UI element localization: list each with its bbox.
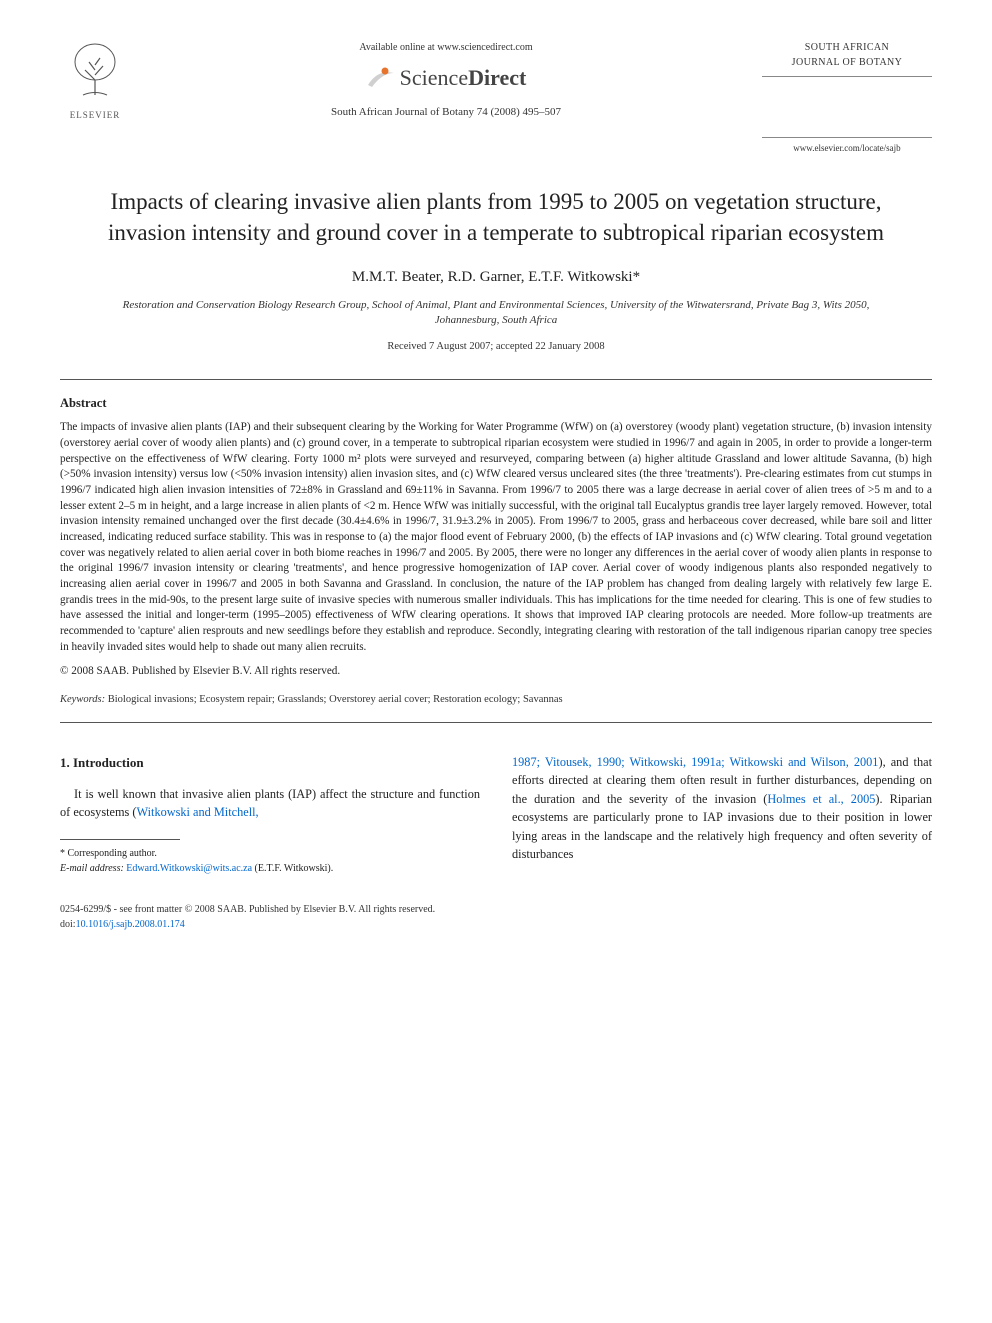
article-affiliation: Restoration and Conservation Biology Res…: [120, 298, 872, 329]
header-center: Available online at www.sciencedirect.co…: [130, 40, 762, 121]
body-columns: 1. Introduction It is well known that in…: [60, 753, 932, 876]
journal-url: www.elsevier.com/locate/sajb: [762, 137, 932, 156]
email-line: E-mail address: Edward.Witkowski@wits.ac…: [60, 861, 480, 876]
abstract-text: The impacts of invasive alien plants (IA…: [60, 421, 932, 652]
intro-paragraph-right: 1987; Vitousek, 1990; Witkowski, 1991a; …: [512, 753, 932, 864]
citation-link-3[interactable]: Holmes et al., 2005: [767, 792, 875, 806]
abstract-copyright: © 2008 SAAB. Published by Elsevier B.V. …: [60, 663, 932, 680]
sciencedirect-swoosh-icon: [366, 65, 396, 91]
sciencedirect-text: ScienceDirect: [400, 61, 527, 94]
citation-link-1[interactable]: Witkowski and Mitchell,: [137, 805, 259, 819]
email-label: E-mail address:: [60, 863, 124, 874]
journal-box: SOUTH AFRICAN JOURNAL OF BOTANY www.else…: [762, 40, 932, 156]
keywords-label: Keywords:: [60, 694, 105, 705]
footer-doi-line: doi:10.1016/j.sajb.2008.01.174: [60, 917, 932, 932]
email-link[interactable]: Edward.Witkowski@wits.ac.za: [126, 863, 252, 874]
elsevier-label: ELSEVIER: [60, 109, 130, 123]
abstract-heading: Abstract: [60, 394, 932, 413]
email-suffix: (E.T.F. Witkowski).: [255, 863, 334, 874]
article-dates: Received 7 August 2007; accepted 22 Janu…: [60, 339, 932, 355]
abstract-body: The impacts of invasive alien plants (IA…: [60, 420, 932, 655]
elsevier-tree-icon: [65, 40, 125, 100]
right-column: 1987; Vitousek, 1990; Witkowski, 1991a; …: [512, 753, 932, 876]
intro-left-prefix: It is well known that invasive alien pla…: [60, 787, 480, 819]
sciencedirect-logo: ScienceDirect: [150, 61, 742, 94]
footnote-block: * Corresponding author. E-mail address: …: [60, 846, 480, 876]
corresponding-author-note: * Corresponding author.: [60, 846, 480, 861]
available-online-text: Available online at www.sciencedirect.co…: [150, 40, 742, 55]
intro-paragraph-left: It is well known that invasive alien pla…: [60, 785, 480, 822]
journal-name-line1: SOUTH AFRICAN: [805, 42, 889, 53]
journal-name: SOUTH AFRICAN JOURNAL OF BOTANY: [762, 40, 932, 77]
article-authors: M.M.T. Beater, R.D. Garner, E.T.F. Witko…: [60, 266, 932, 289]
rule-above-abstract: [60, 379, 932, 380]
article-title: Impacts of clearing invasive alien plant…: [100, 186, 892, 248]
citation-line: South African Journal of Botany 74 (2008…: [150, 104, 742, 121]
elsevier-logo: ELSEVIER: [60, 40, 130, 123]
intro-heading: 1. Introduction: [60, 753, 480, 773]
journal-name-line2: JOURNAL OF BOTANY: [792, 57, 903, 68]
keywords-line: Keywords: Biological invasions; Ecosyste…: [60, 692, 932, 708]
left-column: 1. Introduction It is well known that in…: [60, 753, 480, 876]
footnote-separator: [60, 839, 180, 840]
doi-label: doi:: [60, 919, 76, 930]
footer-meta: 0254-6299/$ - see front matter © 2008 SA…: [60, 902, 932, 932]
footer-line1: 0254-6299/$ - see front matter © 2008 SA…: [60, 902, 932, 917]
keywords-text: Biological invasions; Ecosystem repair; …: [108, 694, 563, 705]
header-row: ELSEVIER Available online at www.science…: [60, 40, 932, 156]
rule-below-abstract: [60, 722, 932, 723]
citation-link-2[interactable]: 1987; Vitousek, 1990; Witkowski, 1991a; …: [512, 755, 878, 769]
doi-link[interactable]: 10.1016/j.sajb.2008.01.174: [76, 919, 185, 930]
